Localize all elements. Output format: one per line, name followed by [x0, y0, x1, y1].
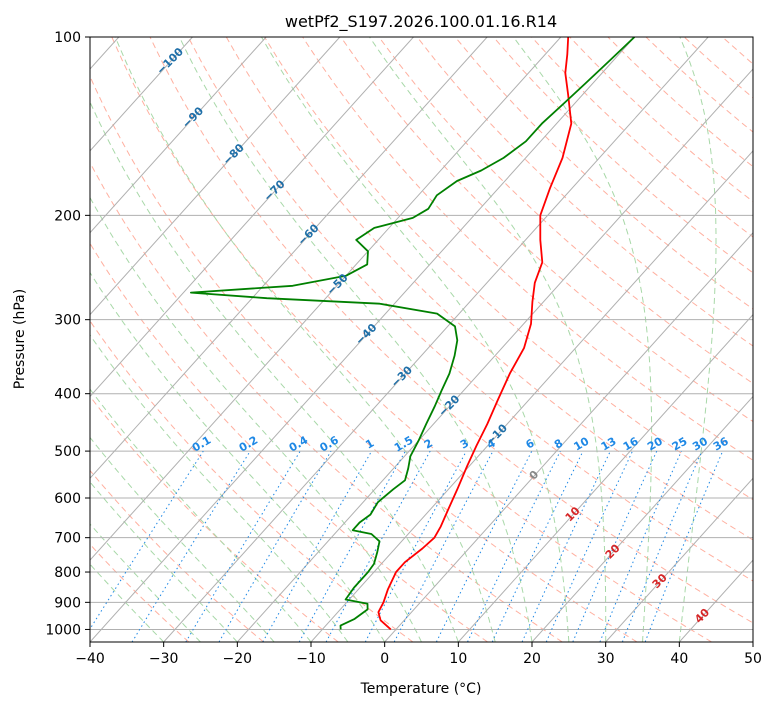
x-tick-label: 20: [523, 651, 541, 667]
x-tick-label: 10: [449, 651, 467, 667]
moist-adiabat: [114, 37, 496, 642]
moist-adiabat: [90, 481, 238, 642]
moist-adiabat: [678, 37, 717, 642]
mixing-ratio-line: [621, 450, 703, 642]
y-tick-label: 100: [54, 30, 81, 46]
mixing-ratio-line: [467, 450, 561, 642]
temperature-profile-line: [377, 37, 573, 631]
line-labels: 0.1 0.2 0.4 0.6 1 1.5 2 3 4 6 8 10 13 16 20 25 30 36−100−…: [154, 45, 731, 626]
y-tick-label: 1000: [45, 622, 81, 638]
x-axis-label: Temperature (°C): [360, 681, 482, 697]
y-tick-label: 800: [54, 565, 81, 581]
dry-adiabat: [90, 395, 339, 642]
x-tick-label: 50: [744, 651, 762, 667]
y-axis-label: Pressure (hPa): [12, 289, 28, 389]
x-axis-ticks: −40 −30 −20 −10 0 10 20 30 40 50: [75, 642, 762, 667]
isotherm-line: [90, 37, 414, 398]
mixing-ratio-line: [521, 450, 611, 642]
background-lines: [90, 37, 775, 642]
dewpoint-profile-line: [190, 37, 636, 630]
mixing-ratio-line: [325, 450, 431, 642]
dry-adiabat: [531, 37, 753, 238]
x-tick-label: −20: [223, 651, 253, 667]
series-layer: [190, 37, 636, 631]
dry-adiabat: [761, 37, 775, 642]
dry-adiabat: [416, 37, 753, 347]
x-tick-label: 40: [670, 651, 688, 667]
dry-adiabat: [90, 469, 264, 642]
y-tick-label: 400: [54, 387, 81, 403]
x-tick-label: 0: [380, 651, 389, 667]
chart-title: wetPf2_S197.2026.100.01.16.R14: [285, 12, 557, 32]
isotherm-line: [90, 37, 193, 152]
dry-adiabat: [149, 37, 753, 624]
dry-adiabat: [90, 161, 563, 642]
mixing-ratio-line: [644, 450, 724, 642]
isotherm-line: [90, 37, 488, 480]
dry-adiabat: [264, 37, 753, 501]
isotherm-line: [90, 37, 635, 642]
dry-adiabat: [683, 37, 753, 99]
moist-adiabat: [90, 388, 312, 642]
plot-frame: [89, 36, 754, 643]
dry-adiabat: [90, 543, 190, 642]
isotherm-line: [90, 37, 341, 316]
isotherm-line: [90, 37, 562, 561]
moist-adiabat: [261, 37, 570, 642]
dry-adiabat: [225, 37, 753, 541]
y-axis-ticks: 100 200 300 400 500 600 700 800 900 1000: [45, 30, 90, 638]
dry-adiabat: [90, 242, 488, 642]
isotherm-line: [457, 313, 753, 642]
mixing-ratio-line: [218, 450, 332, 642]
mixing-ratio-line: [491, 450, 584, 642]
isotherm-line: [678, 559, 753, 642]
mixing-ratio-line: [364, 450, 467, 642]
mixing-ratio-line: [298, 450, 406, 642]
moist-adiabat: [512, 37, 653, 642]
moist-adiabat: [178, 37, 533, 642]
isotherm-line: [90, 37, 267, 234]
y-tick-label: 600: [54, 491, 81, 507]
y-tick-label: 900: [54, 595, 81, 611]
y-tick-label: 500: [54, 444, 81, 460]
moist-adiabat: [90, 100, 459, 642]
x-tick-label: −40: [75, 651, 105, 667]
mixing-ratio-line: [131, 450, 251, 642]
y-tick-label: 300: [54, 313, 81, 329]
dry-adiabat: [493, 37, 753, 274]
isotherm-line: [531, 395, 753, 642]
isotherm-line: [236, 68, 753, 642]
isotherm-line: [605, 477, 753, 642]
moist-adiabat: [90, 271, 386, 642]
isotherm-line: [752, 641, 753, 642]
isotherm-line: [310, 150, 753, 642]
y-tick-label: 200: [54, 208, 81, 224]
moist-adiabat: [369, 37, 607, 642]
isotherm-line: [384, 231, 753, 642]
dry-adiabat: [90, 320, 414, 642]
moist-adiabat: [90, 523, 201, 642]
mixing-ratio-label: 1: [363, 437, 376, 452]
mixing-ratio-line: [90, 450, 204, 630]
dry-adiabat: [378, 37, 753, 385]
moist-adiabat: [90, 334, 349, 642]
dry-adiabat: [454, 37, 753, 310]
moist-adiabat: [90, 436, 275, 642]
x-tick-label: −30: [149, 651, 179, 667]
mixing-ratio-label: 3: [458, 437, 471, 452]
isotherm-line: [163, 37, 709, 642]
y-tick-label: 700: [54, 531, 81, 547]
dry-adiabat: [607, 37, 753, 168]
x-tick-label: 30: [597, 651, 615, 667]
mixing-ratio-label: 2: [422, 437, 435, 452]
x-tick-label: −10: [296, 651, 326, 667]
dry-adiabat: [645, 37, 753, 133]
mixing-ratio-line: [262, 450, 373, 642]
mixing-ratio-line: [185, 450, 301, 642]
